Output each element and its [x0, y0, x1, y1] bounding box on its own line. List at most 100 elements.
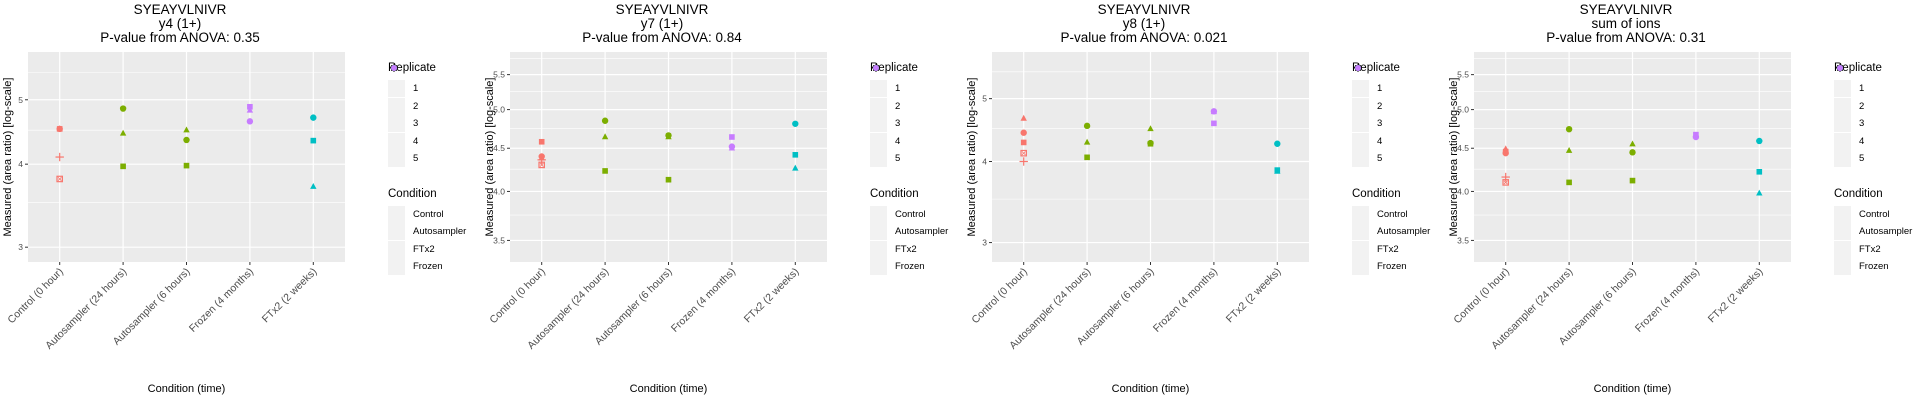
- x-tick-label: Control (0 hour): [487, 266, 547, 326]
- data-point: [310, 137, 317, 144]
- chart-title: SYEAYVLNIVR: [615, 2, 709, 17]
- legend-item: 4: [870, 64, 948, 151]
- data-point: [1565, 146, 1573, 153]
- legend-label: Control: [413, 208, 444, 220]
- legend-item: 2: [1352, 64, 1430, 116]
- y-tick-label: 3.5: [493, 235, 505, 245]
- y-tick-label: 3.5: [1457, 235, 1469, 245]
- y-axis-label: Measured (area ratio) [log-scale]: [1448, 78, 1460, 237]
- legend-label: FTx2: [1859, 243, 1881, 255]
- data-point: [601, 133, 609, 140]
- legend-label: Control: [895, 208, 926, 220]
- legend-label: 2: [413, 100, 419, 112]
- data-point: [1020, 139, 1027, 146]
- data-point: [729, 134, 735, 140]
- data-point: [1147, 125, 1154, 132]
- legend-label: Frozen: [413, 261, 443, 273]
- y-tick-label: 4: [18, 159, 23, 169]
- data-point: [1020, 114, 1027, 121]
- x-axis-label: Condition (time): [630, 383, 708, 395]
- y-tick-label: 5.0: [1457, 105, 1469, 115]
- y-axis-label: Measured (area ratio) [log-scale]: [2, 78, 14, 237]
- data-point: [1629, 177, 1636, 184]
- legend-color-icon: [391, 65, 397, 71]
- data-point: [1502, 179, 1510, 186]
- x-tick-label: FTx2 (2 weeks): [260, 266, 320, 326]
- data-point: [120, 163, 126, 170]
- legend-title: Replicate: [870, 62, 918, 74]
- data-point: [183, 126, 190, 133]
- data-point: [601, 117, 609, 124]
- y-tick-label: 3: [18, 242, 23, 252]
- chart-panel: SYEAYVLNIVR y8 (1+) P-value from ANOVA: 0.…: [964, 0, 1444, 400]
- legend-label: 3: [1377, 118, 1383, 130]
- x-axis-label: Condition (time): [1112, 383, 1190, 395]
- legend-label: FTx2: [1377, 243, 1399, 255]
- data-point: [1083, 138, 1091, 145]
- data-point: [1566, 179, 1572, 186]
- data-point: [602, 168, 608, 174]
- x-tick-label: Control (0 hour): [969, 266, 1029, 326]
- y-tick-label: 4.5: [1457, 143, 1469, 153]
- legend-item: 2: [870, 64, 948, 116]
- y-tick-label: 5.5: [493, 70, 505, 80]
- legend-label: 5: [1377, 153, 1383, 165]
- chart-title: SYEAYVLNIVR: [133, 2, 227, 17]
- legend-item: 1: [1352, 65, 1430, 98]
- data-point: [538, 138, 545, 145]
- y-axis-label: Measured (area ratio) [log-scale]: [484, 78, 496, 237]
- legend-label: 1: [895, 83, 901, 95]
- y-tick-label: 4: [982, 157, 987, 167]
- legend-item: Control: [388, 65, 466, 224]
- data-point: [55, 152, 64, 162]
- data-point: [1147, 140, 1154, 147]
- legend: Replicate 1 2 3 4 5 Condition Control Autosample…: [870, 62, 948, 276]
- x-tick-label: Frozen (4 months): [1633, 266, 1702, 335]
- data-point: [246, 106, 254, 113]
- data-point: [1084, 154, 1090, 161]
- legend-item: Autosampler: [388, 65, 466, 241]
- legend: Replicate 1 2 3 4 5 Condition Control Autosample…: [388, 62, 466, 276]
- legend-label: 4: [413, 135, 419, 147]
- legend-item: Control: [1834, 65, 1912, 224]
- legend-item: 1: [1834, 65, 1912, 98]
- legend-item: FTx2: [388, 65, 466, 259]
- legend-item: FTx2: [1834, 65, 1912, 259]
- legend-label: 1: [1859, 83, 1865, 95]
- data-point: [1502, 149, 1509, 157]
- legend-color-icon: [1837, 65, 1843, 71]
- x-tick-label: FTx2 (2 weeks): [742, 266, 802, 326]
- legend-title: Replicate: [1352, 62, 1400, 74]
- x-tick-label: Control (0 hour): [1451, 266, 1511, 326]
- data-point: [1211, 120, 1217, 127]
- x-tick-label: FTx2 (2 weeks): [1706, 266, 1766, 326]
- data-point: [792, 152, 799, 158]
- legend-item: 4: [388, 64, 466, 151]
- legend-label: Control: [1377, 208, 1408, 220]
- legend-item: 5: [870, 65, 948, 168]
- legend-item: 2: [1834, 64, 1912, 116]
- data-point: [1629, 140, 1636, 147]
- legend-item: Autosampler: [870, 65, 948, 241]
- chart-subtitle: y8 (1+): [1122, 16, 1166, 31]
- legend-label: 2: [1859, 100, 1865, 112]
- chart-subtitle: y7 (1+): [640, 16, 684, 31]
- legend-item: Frozen: [1352, 65, 1430, 276]
- legend-item: FTx2: [870, 65, 948, 259]
- pvalue-label: P-value from ANOVA: 0.84: [582, 30, 742, 45]
- legend-item: Control: [870, 65, 948, 224]
- pvalue-label: P-value from ANOVA: 0.31: [1546, 30, 1706, 45]
- legend-item: Control: [1352, 65, 1430, 224]
- legend-label: 1: [413, 83, 419, 95]
- data-point: [246, 118, 254, 125]
- legend-item: Frozen: [388, 65, 466, 276]
- legend: Replicate 1 2 3 4 5 Condition Control Autosample…: [1352, 62, 1430, 276]
- data-point: [119, 105, 127, 112]
- legend-title: Condition: [1834, 187, 1883, 200]
- data-point: [538, 161, 546, 169]
- legend-item: 3: [1834, 65, 1912, 133]
- legend-label: Frozen: [1377, 261, 1407, 273]
- data-point: [665, 133, 672, 140]
